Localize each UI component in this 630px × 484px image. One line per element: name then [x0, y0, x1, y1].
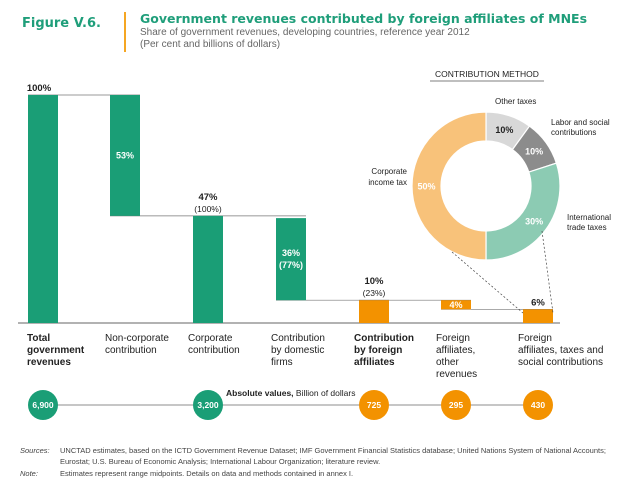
- figure-label: Figure V.6.: [22, 16, 101, 31]
- category-label: firms: [271, 357, 293, 368]
- data-label: 36%: [282, 248, 300, 258]
- data-label: 6%: [531, 297, 545, 308]
- category-label: contribution: [188, 345, 240, 356]
- sources-line-1: Sources: UNCTAD estimates, based on the I…: [20, 446, 606, 455]
- category-label: revenues: [27, 357, 71, 368]
- donut-slice: [411, 111, 487, 261]
- donut-callout: contributions: [551, 128, 596, 137]
- waterfall-and-donut-chart: 100%Totalgovernmentrevenues53%Non-corpor…: [18, 69, 611, 420]
- donut-callout: trade taxes: [567, 223, 607, 232]
- data-label: (77%): [279, 260, 303, 270]
- bar: [441, 300, 471, 310]
- category-label: affiliates,: [436, 345, 475, 356]
- donut-callout: Labor and social: [551, 118, 610, 127]
- category-label: affiliates: [354, 357, 395, 368]
- donut-connector: [541, 230, 554, 314]
- figure-units: (Per cent and billions of dollars): [140, 39, 281, 50]
- data-label: 4%: [449, 300, 462, 310]
- absolute-value-label: 6,900: [32, 400, 54, 410]
- absolute-value-label: 3,200: [197, 400, 219, 410]
- donut-slice-label: 50%: [417, 182, 435, 192]
- category-label: by foreign: [354, 345, 402, 356]
- category-label: Total: [27, 333, 50, 344]
- donut-slice-label: 30%: [525, 216, 543, 226]
- data-label: 47%: [198, 192, 218, 203]
- category-label: Contribution: [271, 333, 325, 344]
- category-label: Corporate: [188, 333, 233, 344]
- data-label: 100%: [27, 83, 52, 94]
- data-label: 10%: [364, 276, 384, 287]
- title-divider: [124, 12, 126, 52]
- donut-callout: income tax: [368, 178, 407, 187]
- category-label: Foreign: [518, 333, 552, 344]
- donut-title: CONTRIBUTION METHOD: [435, 69, 539, 79]
- sources-line-2: Eurostat; U.S. Bureau of Economic Analys…: [60, 457, 381, 466]
- category-label: contribution: [105, 345, 157, 356]
- donut-slice: [485, 162, 561, 261]
- category-label: revenues: [436, 369, 477, 380]
- absolute-value-circle: [441, 390, 471, 420]
- absolute-value-label: 430: [531, 400, 545, 410]
- absolute-value-circle: [28, 390, 58, 420]
- absolute-value-label: 725: [367, 400, 381, 410]
- category-label: other: [436, 357, 459, 368]
- data-label: 53%: [116, 150, 134, 160]
- bar: [523, 309, 553, 323]
- category-label: government: [27, 345, 85, 356]
- note-line: Note: Estimates represent range midpoints…: [20, 469, 354, 478]
- bar: [28, 95, 58, 323]
- bar: [276, 218, 306, 301]
- donut-slice-label: 10%: [525, 147, 543, 157]
- absolute-value-circle: [523, 390, 553, 420]
- figure-subtitle: Share of government revenues, developing…: [140, 27, 470, 38]
- donut-callout: International: [567, 213, 611, 222]
- data-label: (100%): [194, 204, 222, 214]
- category-label: social contributions: [518, 357, 603, 368]
- category-label: Contribution: [354, 333, 414, 344]
- data-label: (23%): [363, 288, 386, 298]
- absolute-values-caption: Absolute values, Billion of dollars: [226, 388, 355, 398]
- donut-callout: Corporate: [371, 167, 407, 176]
- donut-callout: Other taxes: [495, 97, 536, 106]
- bar: [359, 300, 389, 323]
- category-label: Foreign: [436, 333, 470, 344]
- absolute-value-label: 295: [449, 400, 463, 410]
- bar: [193, 215, 223, 323]
- donut-slice-label: 10%: [495, 125, 513, 135]
- category-label: by domestic: [271, 345, 324, 356]
- figure-title: Government revenues contributed by forei…: [140, 11, 588, 26]
- absolute-value-circle: [359, 390, 389, 420]
- category-label: Non-corporate: [105, 333, 169, 344]
- bar: [110, 95, 140, 216]
- category-label: affiliates, taxes and: [518, 345, 603, 356]
- absolute-value-circle: [193, 390, 223, 420]
